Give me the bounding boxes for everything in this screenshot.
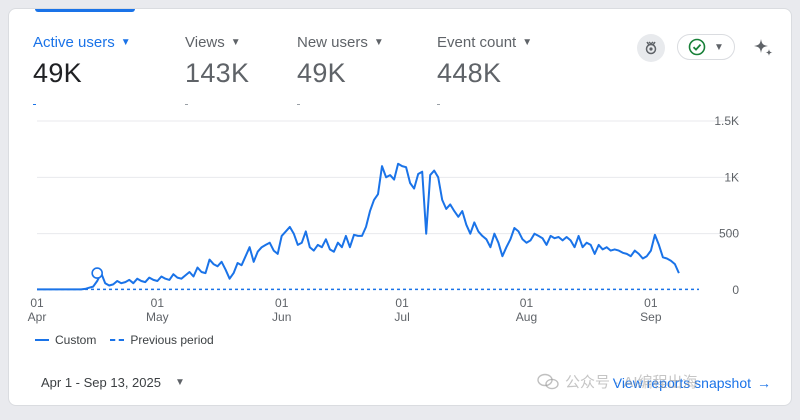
data-quality-status-button[interactable]: ▼	[677, 34, 735, 60]
legend-swatch-dashed	[110, 339, 125, 341]
legend-item-previous-period: Previous period	[110, 333, 214, 347]
metric-value: 448K	[437, 58, 502, 88]
metric-active-users-label-row[interactable]: Active users ▼	[33, 34, 131, 51]
insights-button[interactable]	[637, 34, 665, 62]
chevron-down-icon: ▼	[373, 37, 384, 48]
metric-label: New users	[297, 34, 368, 51]
metric-label: Event count	[437, 34, 517, 51]
overview-card: Active users ▼ 49K Views ▼ 143K New user…	[8, 8, 792, 406]
ai-insights-button[interactable]	[749, 34, 777, 62]
legend-item-custom: Custom	[35, 333, 96, 347]
x-tick-month-label: Jul	[394, 310, 409, 324]
x-tick-day-label: 01	[151, 296, 165, 310]
legend-label: Custom	[55, 333, 97, 347]
series-line-custom	[37, 162, 680, 291]
active-tab-indicator	[35, 9, 135, 12]
metric-event-count[interactable]: Event count ▼ 448K	[437, 34, 532, 105]
metric-label: Views	[185, 34, 225, 51]
legend-label: Previous period	[130, 333, 214, 347]
chevron-down-icon: ▼	[120, 37, 131, 48]
date-range-selector[interactable]: Apr 1 - Sep 13, 2025 ▼	[41, 375, 185, 390]
legend-swatch-solid	[35, 339, 49, 341]
chevron-down-icon: ▼	[522, 37, 533, 48]
metric-new-users[interactable]: New users ▼ 49K	[297, 34, 384, 105]
metric-views[interactable]: Views ▼ 143K	[185, 34, 250, 105]
x-tick-day-label: 01	[395, 296, 409, 310]
date-range-label: Apr 1 - Sep 13, 2025	[41, 375, 161, 390]
wechat-icon	[537, 373, 559, 389]
snapshot-link-label: View reports snapshot	[612, 375, 751, 391]
metric-value: 143K	[185, 58, 250, 88]
x-tick-month-label: Aug	[516, 310, 537, 324]
metric-label: Active users	[33, 34, 115, 51]
y-tick-label: 500	[719, 227, 739, 241]
arrow-right-icon: →	[757, 375, 771, 391]
hover-point-marker	[91, 267, 103, 279]
metric-sparkline-stub	[437, 104, 440, 105]
metric-active-users[interactable]: Active users ▼ 49K	[33, 34, 131, 105]
view-reports-snapshot-link[interactable]: View reports snapshot →	[613, 375, 771, 391]
x-tick-day-label: 01	[520, 296, 534, 310]
x-tick-month-label: Jun	[272, 310, 291, 324]
x-tick-day-label: 01	[30, 296, 44, 310]
x-tick-day-label: 01	[275, 296, 289, 310]
x-tick-day-label: 01	[644, 296, 658, 310]
check-circle-icon	[688, 38, 706, 56]
x-tick-month-label: Apr	[28, 310, 47, 324]
y-tick-label: 0	[732, 283, 739, 297]
chevron-down-icon: ▼	[714, 41, 724, 53]
y-tick-label: 1.5K	[714, 114, 739, 128]
x-tick-month-label: May	[146, 310, 169, 324]
metric-new-users-label-row[interactable]: New users ▼	[297, 34, 384, 51]
y-tick-label: 1K	[724, 170, 739, 184]
sparkle-icon	[754, 39, 773, 56]
chevron-down-icon: ▼	[230, 37, 241, 48]
metric-event-count-label-row[interactable]: Event count ▼	[437, 34, 532, 51]
metric-sparkline-stub	[185, 104, 188, 105]
chevron-down-icon: ▼	[174, 377, 185, 388]
metric-value: 49K	[33, 58, 82, 88]
metric-value: 49K	[297, 58, 346, 88]
metric-views-label-row[interactable]: Views ▼	[185, 34, 249, 51]
metric-sparkline-stub	[33, 104, 36, 105]
chart-legend: Custom Previous period	[35, 333, 214, 347]
insights-badge-icon	[645, 41, 657, 55]
metric-sparkline-stub	[297, 104, 300, 105]
x-tick-month-label: Sep	[640, 310, 662, 324]
